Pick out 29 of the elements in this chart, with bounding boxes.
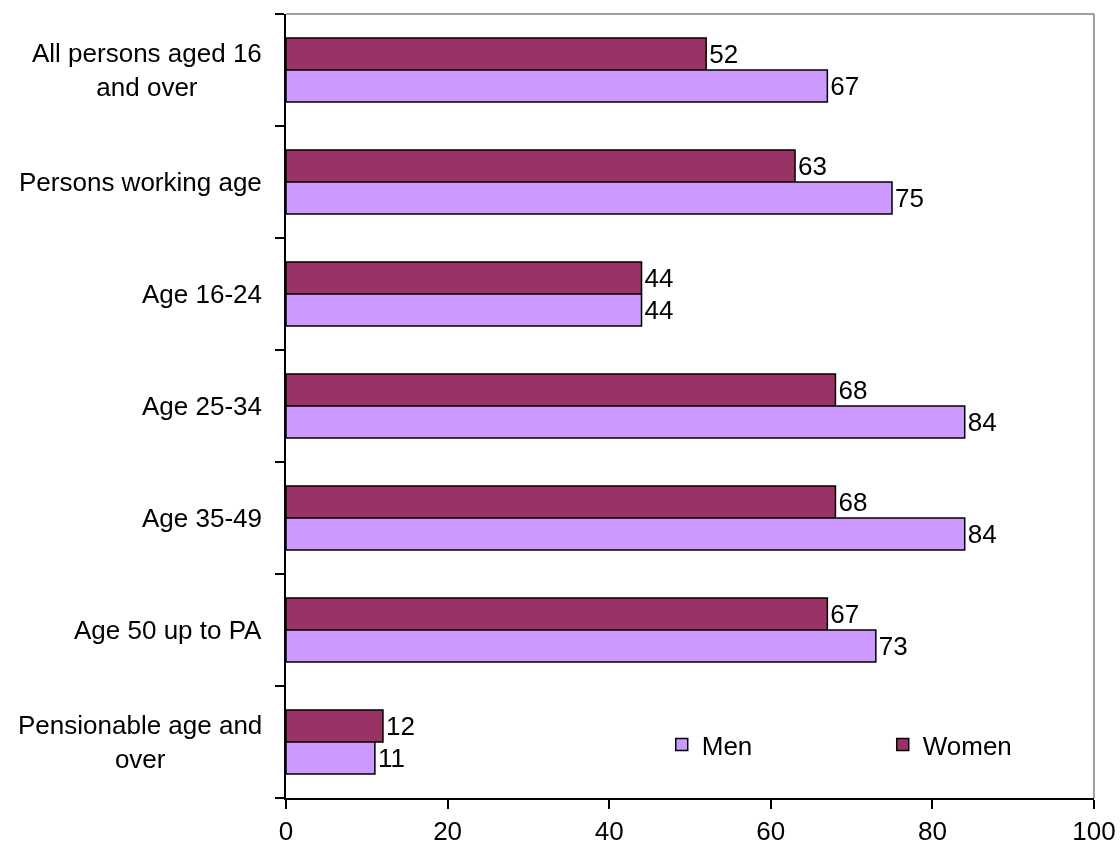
- data-label: 84: [967, 406, 997, 437]
- x-tick-label: 20: [433, 815, 463, 846]
- data-label: 67: [830, 70, 860, 101]
- data-label: 63: [798, 151, 827, 182]
- y-tick-label: Age 25-34: [142, 391, 262, 421]
- x-tick-label: 100: [1072, 815, 1116, 846]
- data-label: 12: [385, 711, 415, 742]
- data-label: 84: [967, 518, 997, 549]
- y-tick-label: Age 16-24: [142, 279, 262, 309]
- data-label: 73: [878, 630, 908, 661]
- x-tick-label: 0: [278, 815, 294, 846]
- legend-label: Women: [922, 730, 1012, 761]
- data-label: 68: [838, 487, 868, 518]
- y-tick-label: Age 35-49: [142, 503, 262, 533]
- y-tick-label: All persons aged 16 and over: [32, 38, 262, 102]
- data-label: 75: [895, 182, 924, 213]
- data-label: 67: [830, 599, 860, 630]
- y-tick-label: Persons working age: [19, 167, 262, 197]
- y-tick-label: Pensionable age and over: [18, 710, 263, 774]
- legend-label: Men: [701, 730, 753, 761]
- x-tick-label: 40: [594, 815, 624, 846]
- y-tick-label: Age 50 up to PA: [74, 615, 263, 645]
- data-label: 68: [838, 375, 868, 406]
- data-label: 44: [644, 294, 674, 325]
- data-label: 52: [709, 39, 739, 70]
- x-tick-label: 80: [917, 815, 947, 846]
- data-label: 44: [644, 263, 674, 294]
- x-tick-label: 60: [756, 815, 786, 846]
- data-label: 11: [377, 742, 405, 773]
